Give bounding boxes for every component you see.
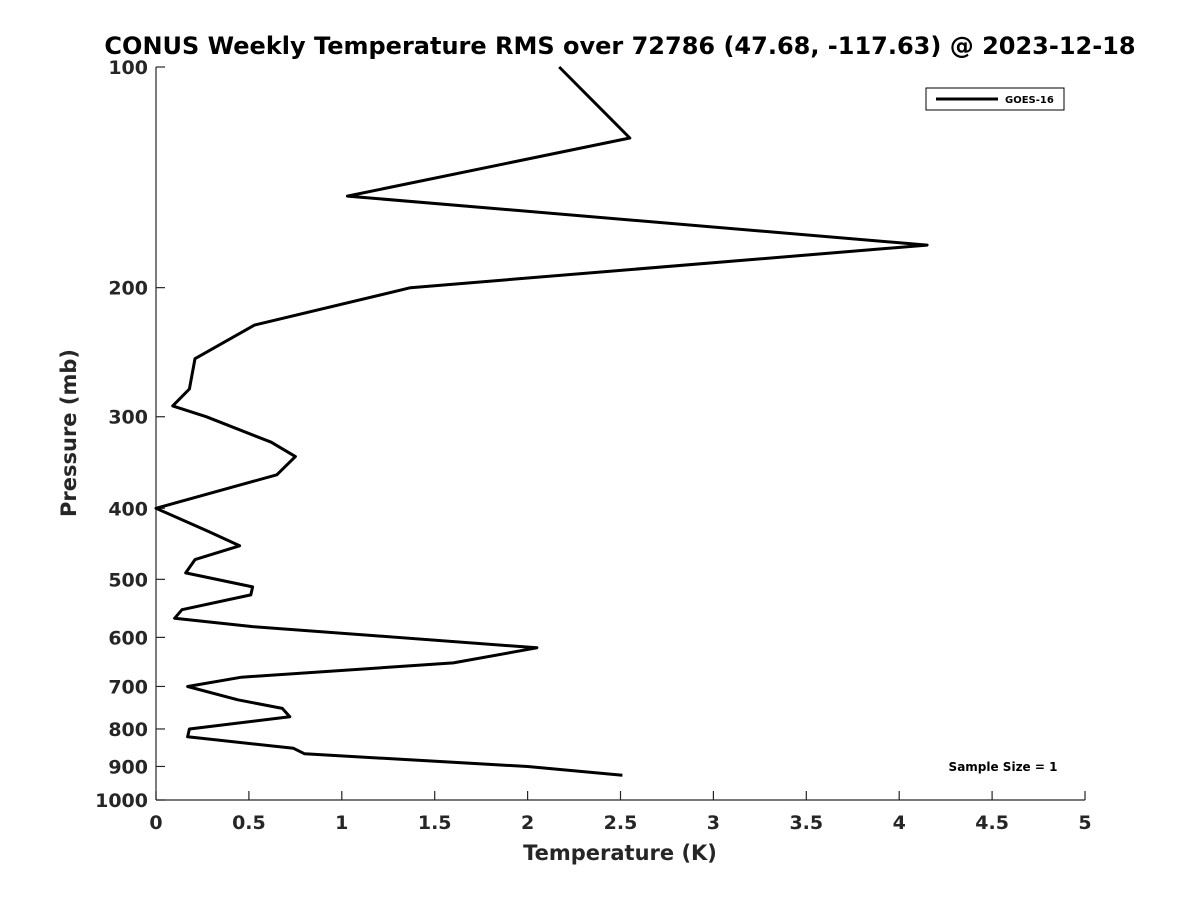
y-tick-label: 1000 <box>95 790 148 812</box>
y-tick-label: 900 <box>108 756 148 778</box>
x-tick-label: 0 <box>149 812 162 834</box>
series-line-goes-16 <box>154 65 929 777</box>
y-tick-label: 600 <box>108 627 148 649</box>
x-tick-label: 3.5 <box>789 812 823 834</box>
sample-size-annotation: Sample Size = 1 <box>949 760 1058 774</box>
x-tick-label: 0.5 <box>232 812 266 834</box>
x-tick-label: 1.5 <box>418 812 452 834</box>
y-tick-label: 400 <box>108 498 148 520</box>
x-tick-label: 4.5 <box>975 812 1009 834</box>
legend-label-goes-16: GOES-16 <box>1005 95 1054 106</box>
series-layer <box>154 65 929 777</box>
y-tick-label: 500 <box>108 569 148 591</box>
x-tick-label: 4 <box>893 812 906 834</box>
y-tick-label: 300 <box>108 407 148 429</box>
x-tick-label: 2 <box>521 812 534 834</box>
x-tick-label: 2.5 <box>604 812 638 834</box>
y-tick-label: 800 <box>108 719 148 741</box>
x-axis-ticks: 0 0.5 1 1.5 2 2.5 3 3.5 4 4.5 5 <box>149 791 1092 834</box>
legend: GOES-16 <box>925 87 1065 111</box>
x-axis-label: Temperature (K) <box>523 841 717 865</box>
plot-area <box>155 67 1085 801</box>
x-tick-label: 3 <box>707 812 720 834</box>
x-tick-label: 5 <box>1078 812 1091 834</box>
y-axis-ticks: 100 200 300 400 500 600 700 800 900 1000 <box>95 57 165 812</box>
y-axis-label: Pressure (mb) <box>57 349 81 517</box>
y-tick-label: 100 <box>108 57 148 79</box>
y-tick-label: 700 <box>108 676 148 698</box>
y-tick-label: 200 <box>108 278 148 300</box>
x-tick-label: 1 <box>335 812 348 834</box>
chart-title: CONUS Weekly Temperature RMS over 72786 … <box>104 32 1135 60</box>
